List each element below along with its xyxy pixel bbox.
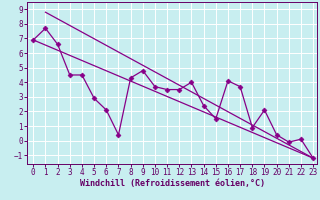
X-axis label: Windchill (Refroidissement éolien,°C): Windchill (Refroidissement éolien,°C) bbox=[79, 179, 265, 188]
